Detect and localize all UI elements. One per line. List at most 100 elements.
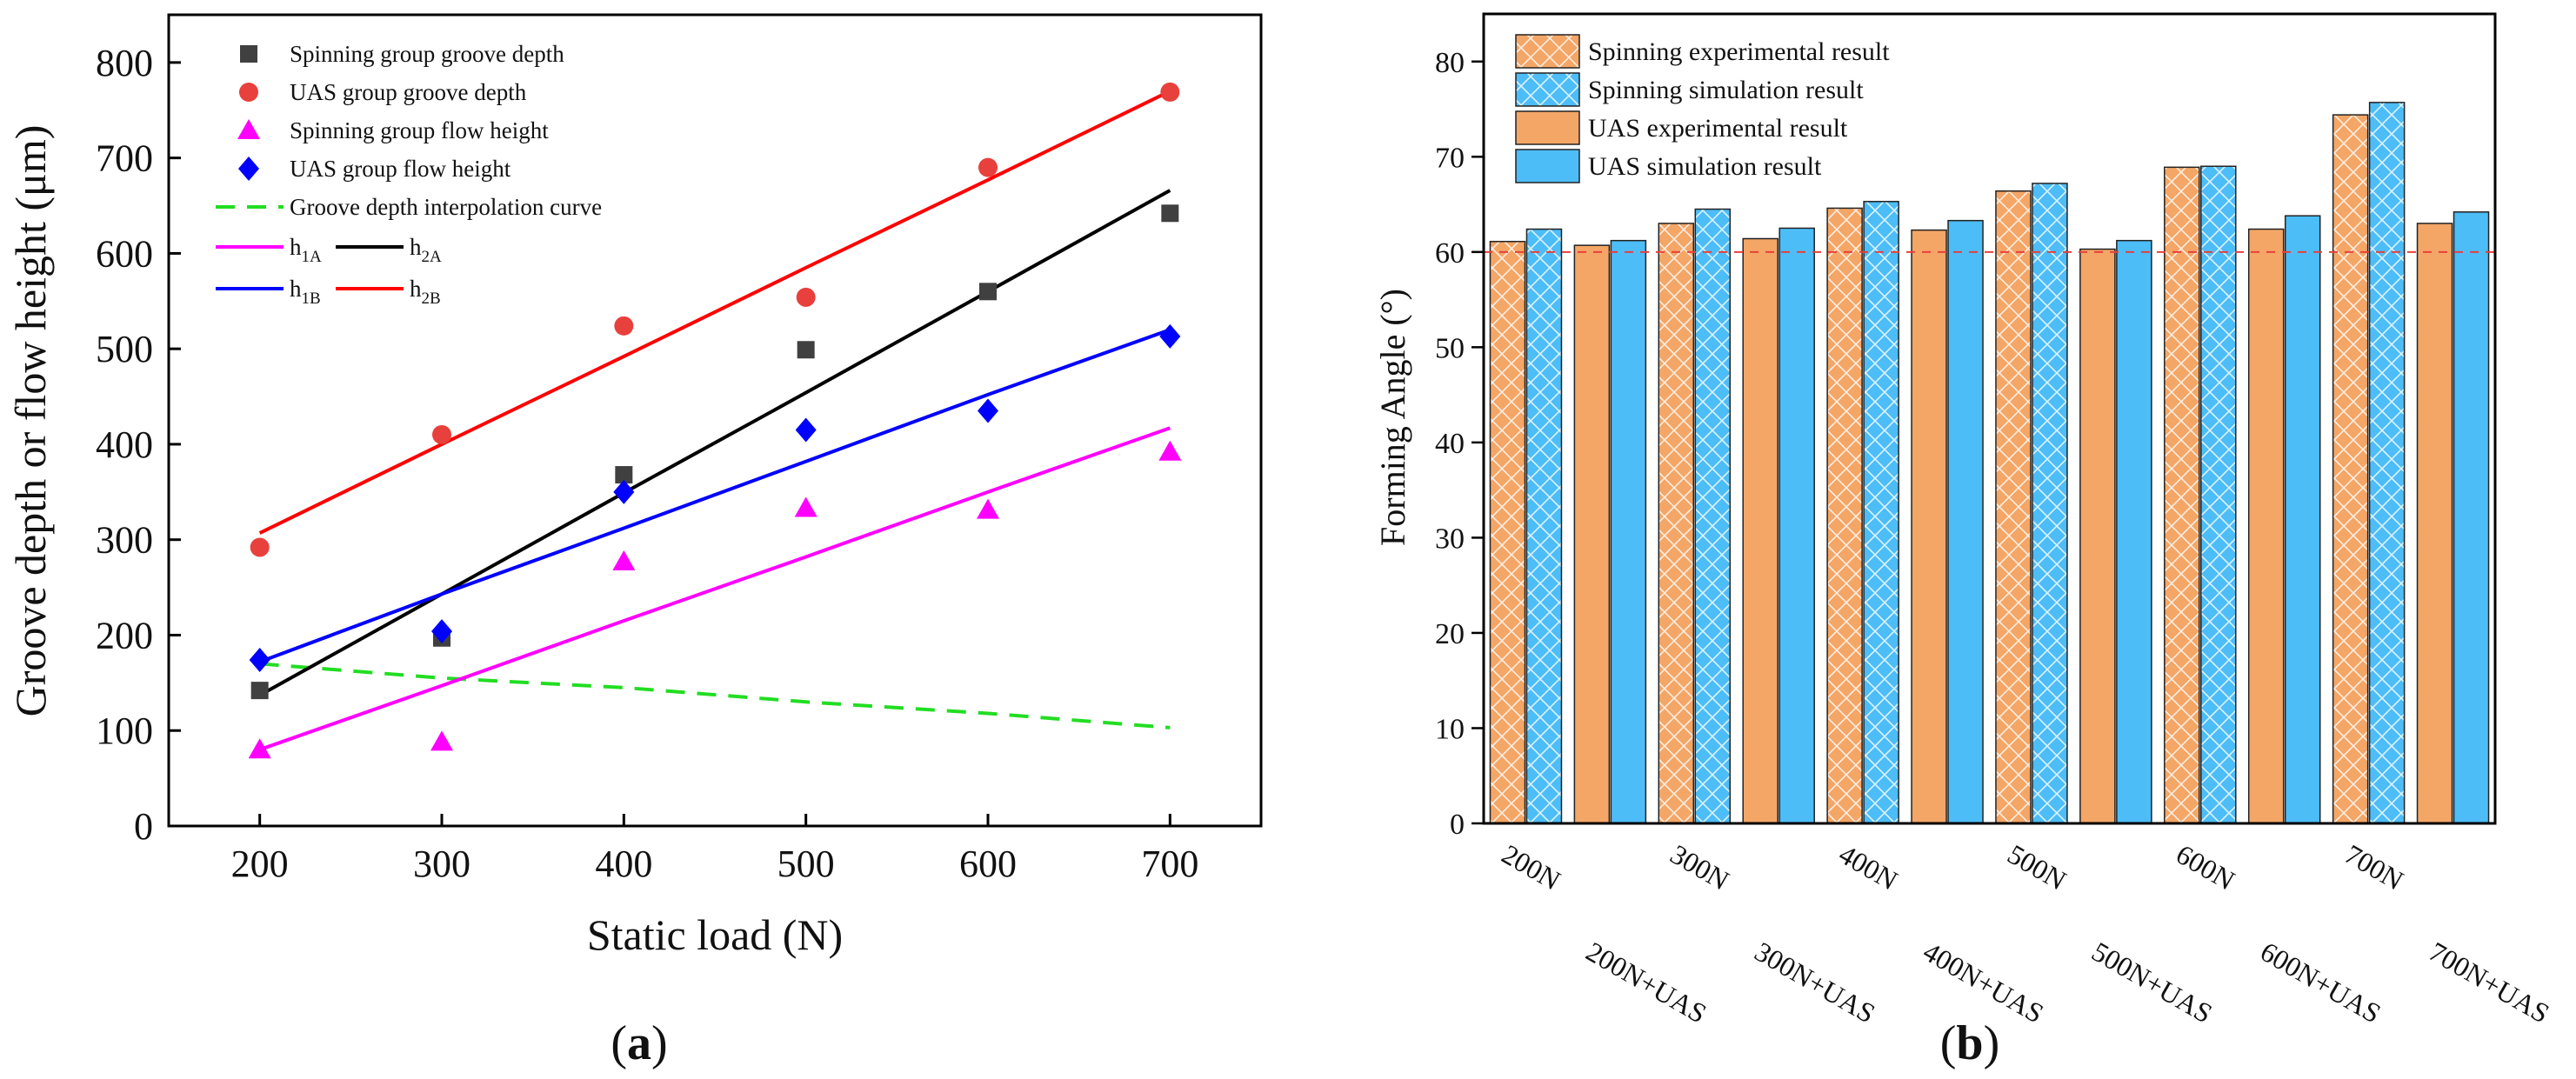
bar-simulation: [1779, 227, 1815, 824]
bar-experimental: [1658, 223, 1695, 824]
interpolation-curve: [259, 662, 1171, 729]
legend-label: Spinning group groove depth: [290, 41, 564, 67]
panel-b-letter: b: [1956, 1016, 1983, 1070]
bar-simulation: [1947, 219, 1984, 824]
legend-marker-diamond: [238, 157, 259, 181]
bar-experimental: [1911, 229, 1947, 824]
data-point-circle: [978, 157, 998, 177]
y-tick-label: 800: [96, 42, 153, 84]
data-point-diamond: [795, 417, 817, 443]
bar-simulation: [2200, 165, 2237, 824]
bar-experimental: [2332, 114, 2369, 824]
data-point-circle: [614, 316, 634, 336]
bar-simulation: [2116, 239, 2152, 824]
y-tick-label: 80: [1435, 47, 1465, 79]
x-tick-label: 300N: [1665, 838, 1735, 896]
panel-a-xlabel: Static load (N): [587, 910, 843, 959]
legend-subscript: 1B: [302, 290, 321, 308]
legend-swatch: [1515, 110, 1580, 145]
data-point-triangle: [977, 498, 999, 519]
data-point-circle: [796, 287, 816, 307]
y-tick-label: 600: [96, 232, 153, 275]
y-tick-label: 0: [1450, 809, 1465, 841]
data-point-triangle: [612, 549, 636, 570]
x-tick-label: 200N: [1497, 838, 1566, 896]
x-tick-label: 400: [595, 843, 652, 885]
legend-label: UAS group groove depth: [290, 79, 527, 105]
panel-b-caption: (b): [1940, 1016, 1999, 1070]
legend-label: Groove depth interpolation curve: [290, 194, 602, 220]
y-tick-label: 500: [96, 328, 153, 370]
bar-experimental: [1742, 237, 1779, 824]
x-tick-label: 500N: [2002, 838, 2072, 896]
bar-experimental: [2416, 223, 2453, 824]
x-tick-label: 600: [959, 843, 1017, 885]
data-point-diamond: [1159, 323, 1181, 349]
bar-simulation: [2032, 183, 2068, 824]
panel-a-caption: (a): [611, 1016, 667, 1070]
panel-b-ylabel: Forming Angle (°): [1373, 289, 1412, 546]
y-tick-label: 10: [1435, 713, 1465, 745]
bar-simulation: [1525, 228, 1563, 824]
bar-simulation: [1694, 208, 1732, 824]
data-point-triangle: [1158, 440, 1182, 461]
x-tick-label: 500N+UAS: [2086, 936, 2218, 1029]
legend-label: h2B: [410, 276, 441, 308]
bar-simulation: [2284, 215, 2321, 824]
data-point-diamond: [613, 479, 635, 504]
bar-simulation: [1610, 239, 1647, 824]
data-point-square: [615, 466, 633, 484]
data-point-diamond: [978, 398, 998, 423]
y-tick-label: 60: [1435, 237, 1465, 270]
x-tick-label: 400N: [1834, 838, 1904, 896]
y-tick-label: 300: [96, 519, 153, 562]
fit-line-h1a: [259, 426, 1171, 752]
data-point-square: [1161, 204, 1179, 223]
bar-simulation: [2453, 211, 2490, 824]
x-tick-label: 700: [1141, 843, 1198, 885]
x-tick-label: 700N: [2339, 838, 2409, 896]
x-tick-label: 600N: [2171, 838, 2240, 896]
x-tick-label: 500: [777, 843, 835, 885]
data-point-square: [979, 283, 997, 301]
bar-experimental: [1826, 207, 1863, 824]
legend-label: UAS simulation result: [1588, 152, 1822, 181]
bar-experimental: [1489, 241, 1526, 824]
legend-label: h2A: [410, 234, 442, 266]
plot-frame: [1482, 12, 2497, 825]
legend-swatch: [1515, 34, 1580, 69]
legend-swatch: [1515, 72, 1580, 107]
data-point-circle: [1160, 82, 1180, 102]
legend-label: Spinning experimental result: [1588, 37, 1890, 66]
legend-label: h1A: [290, 234, 322, 266]
bar-experimental: [2164, 166, 2200, 824]
data-point-circle: [250, 537, 270, 557]
panel-a-line-chart: 200 300 400 500 600 700 0 100 200 300 400 500 600 700…: [96, 13, 1263, 885]
legend-subscript: 1A: [302, 248, 323, 266]
fit-line-h2a: [258, 189, 1171, 697]
data-point-triangle: [794, 496, 818, 517]
legend-subscript: 2A: [422, 248, 443, 266]
data-point-square: [797, 341, 815, 359]
panel-a-letter: a: [627, 1016, 651, 1070]
legend-marker-circle: [239, 83, 258, 102]
y-tick-label: 50: [1435, 332, 1465, 364]
x-tick-label: 700N+UAS: [2424, 936, 2555, 1029]
data-point-triangle: [430, 730, 453, 751]
panel-b-bar-chart: 200N 200N+UAS 300N 300N+UAS 400N 400N+UAS 500N…: [1435, 12, 2555, 1029]
fit-line-h1b: [258, 328, 1171, 664]
data-point-diamond: [249, 648, 270, 673]
legend-marker-triangle: [237, 119, 260, 139]
data-point-circle: [432, 424, 451, 444]
bar-experimental: [2247, 228, 2285, 824]
y-tick-label: 700: [96, 137, 153, 180]
x-tick-label: 600N+UAS: [2255, 936, 2386, 1029]
legend-label: h1B: [290, 276, 321, 308]
plot-frame: [167, 13, 1263, 828]
fit-line-h2b: [258, 90, 1171, 535]
panel-a-ylabel: Groove depth or flow height (μm): [6, 125, 55, 717]
y-tick-label: 20: [1435, 618, 1465, 650]
y-tick-label: 400: [96, 423, 153, 466]
y-tick-label: 70: [1435, 142, 1465, 174]
